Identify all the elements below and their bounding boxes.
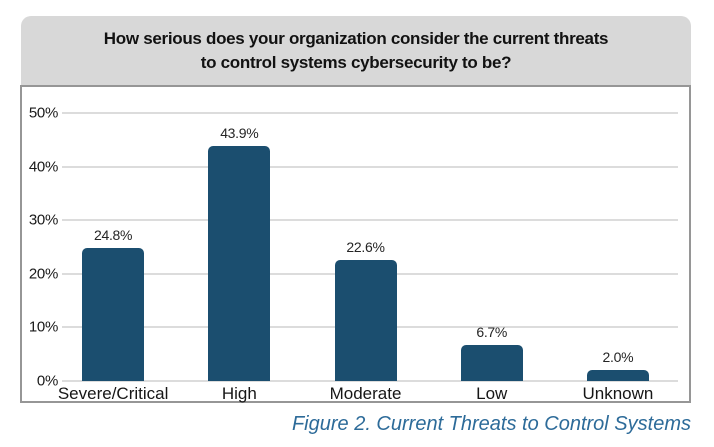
- bars-area: 24.8% Severe/Critical 43.9% High 22.6% Modera…: [50, 87, 681, 403]
- bar-value-label: 22.6%: [346, 238, 385, 255]
- bar-column: 43.9% High: [176, 87, 302, 403]
- gridline: [62, 165, 678, 168]
- x-tick-label: Moderate: [329, 384, 402, 403]
- bar: [586, 370, 649, 381]
- x-tick-label: High: [221, 384, 257, 403]
- y-tick-label: 30%: [28, 211, 58, 229]
- gridline: [62, 380, 678, 382]
- bar-column: 2.0% Unknown: [555, 87, 681, 403]
- bar-column: 6.7% Low: [429, 87, 555, 403]
- gridline: [62, 112, 678, 114]
- x-tick-label: Low: [476, 384, 508, 403]
- bar-value-label: 24.8%: [93, 227, 133, 244]
- x-tick-label: Unknown: [582, 384, 654, 403]
- y-tick-label: 20%: [28, 265, 58, 283]
- bar: [82, 248, 145, 381]
- bar-value-label: 6.7%: [476, 324, 508, 341]
- gridline: [62, 219, 678, 222]
- chart-title-line-2: to control systems cybersecurity to be?: [200, 52, 512, 72]
- y-tick-label: 10%: [28, 318, 58, 336]
- bar-column: 22.6% Moderate: [302, 87, 428, 403]
- bar-value-label: 43.9%: [220, 124, 259, 141]
- bar: [334, 259, 397, 381]
- x-tick-label: Severe/Critical: [57, 384, 169, 403]
- y-tick-label: 50%: [28, 104, 58, 122]
- chart-plot-frame: 0% 10% 20% 30% 40% 50% 24.8% Severe/Critical 43…: [20, 85, 691, 403]
- bar-value-label: 2.0%: [602, 349, 634, 366]
- y-tick-label: 40%: [28, 158, 58, 176]
- chart-title-line-1: How serious does your organization consi…: [103, 28, 609, 48]
- figure-caption: Figure 2. Current Threats to Control Sys…: [291, 413, 691, 435]
- bar-column: 24.8% Severe/Critical: [50, 87, 176, 403]
- chart-title-box: How serious does your organization consi…: [21, 16, 691, 85]
- bar: [208, 145, 271, 381]
- y-tick-label: 0%: [36, 372, 58, 390]
- bar: [460, 345, 523, 381]
